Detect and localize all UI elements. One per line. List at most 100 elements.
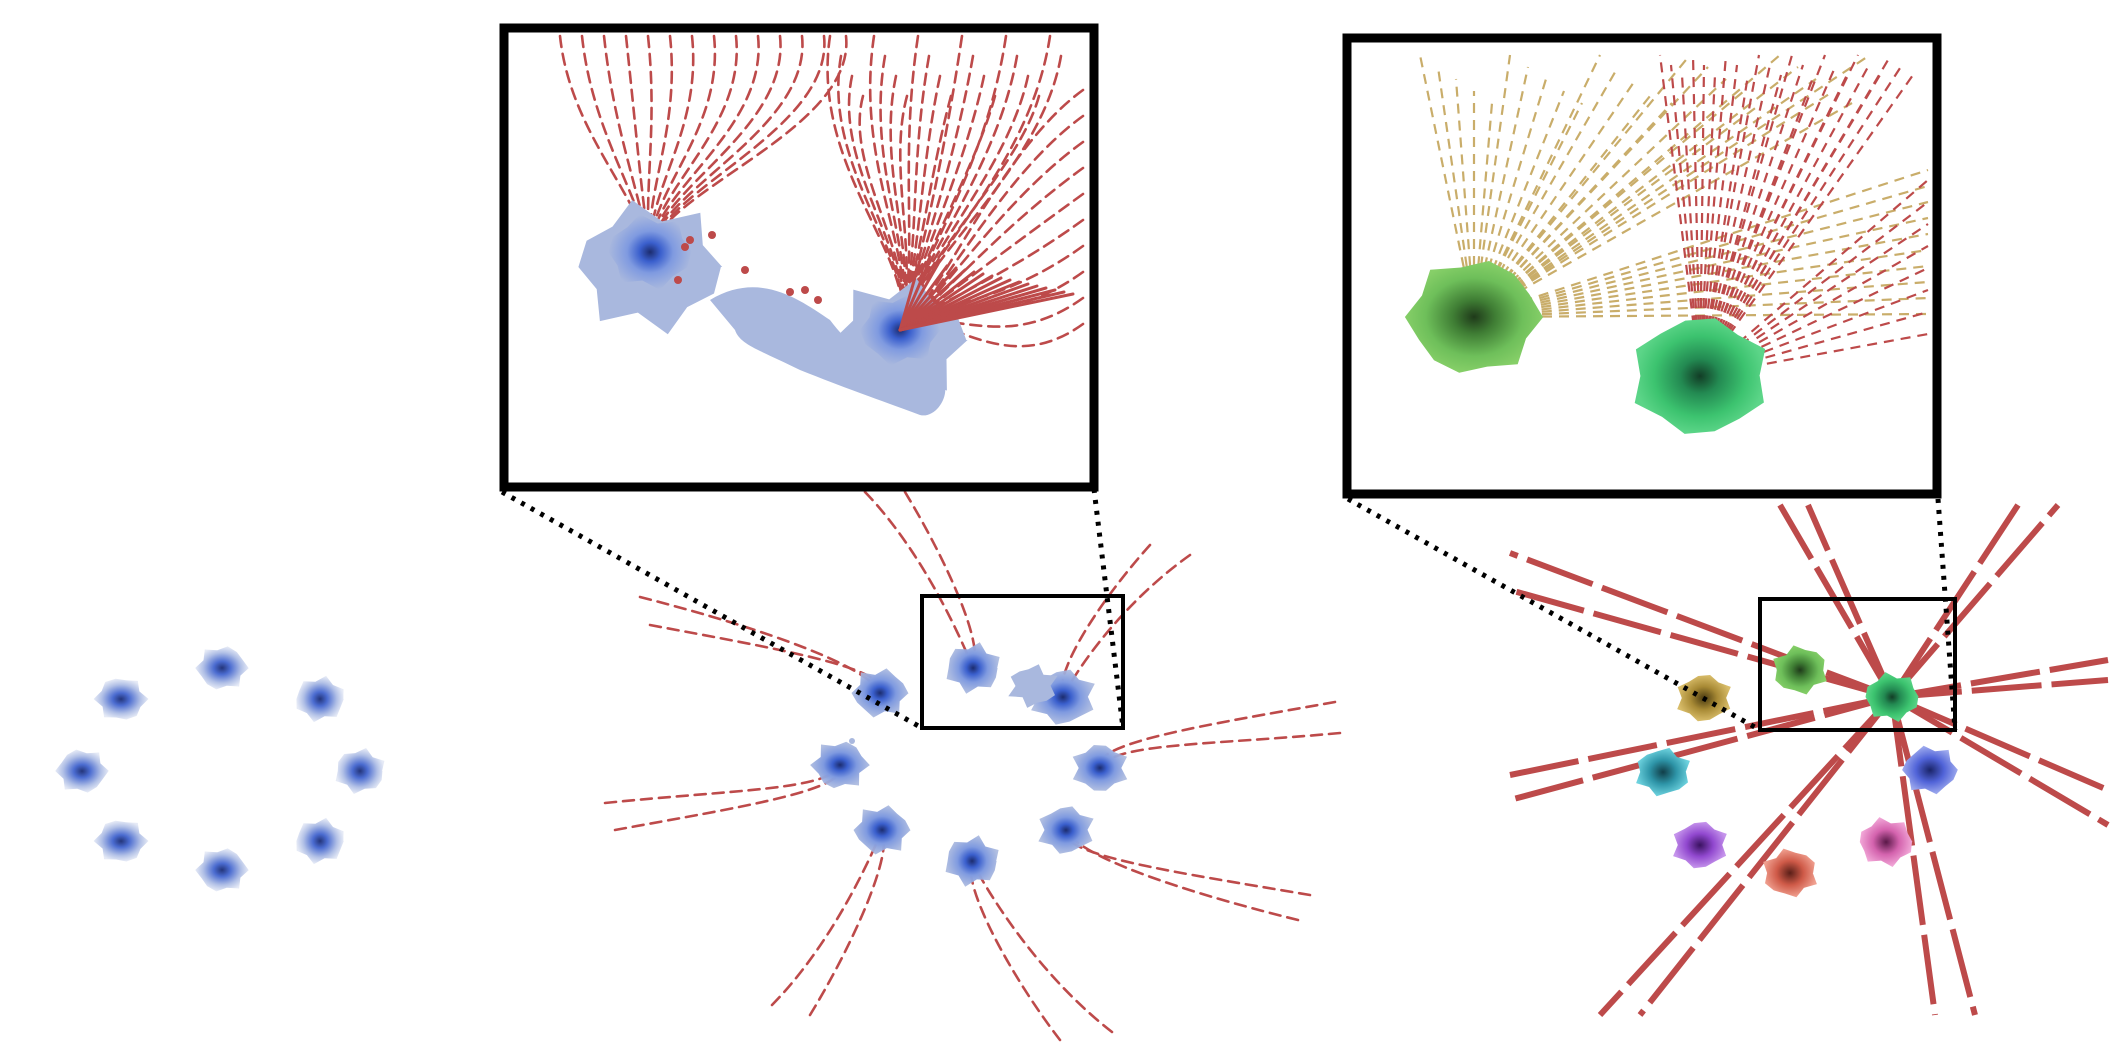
- zoom-connector-left: [500, 489, 924, 731]
- trajectory-endpoint: [801, 286, 809, 294]
- flow-trajectory: [648, 34, 804, 254]
- mode-density: [296, 817, 344, 865]
- trajectory-endpoint: [686, 236, 694, 244]
- straight-ray: [1889, 696, 1938, 1016]
- straight-ray: [1473, 216, 1929, 319]
- straight-ray: [1473, 54, 1601, 318]
- straight-ray: [1473, 264, 1929, 319]
- flow-trajectory: [858, 94, 905, 332]
- mode-density-green: [1634, 318, 1766, 434]
- flow-trajectory: [898, 34, 1052, 332]
- trajectory-endpoint: [708, 231, 716, 239]
- straight-ray: [1509, 694, 1893, 803]
- mode-density: [851, 668, 909, 718]
- mode-density-teal: [1636, 747, 1690, 797]
- flow-trajectory: [863, 490, 975, 670]
- straight-ray: [1637, 695, 1895, 1017]
- straight-ray: [1473, 66, 1619, 318]
- straight-ray: [1473, 232, 1929, 319]
- flow-trajectory: [898, 54, 931, 332]
- straight-ray: [1699, 223, 1929, 377]
- straight-ray: [1889, 503, 2061, 699]
- mode-density: [946, 642, 1000, 694]
- mode-density-salmon: [1763, 848, 1817, 898]
- flow-trajectory: [603, 763, 842, 805]
- straight-ray: [1891, 657, 2109, 700]
- zoom-connector-left: [1346, 496, 1762, 733]
- flow-trajectory: [646, 34, 653, 254]
- straight-density-group: [1636, 645, 1958, 898]
- straight-ray: [1473, 90, 1655, 318]
- flow-density-group: [810, 642, 1128, 887]
- straight-ray: [1418, 54, 1476, 318]
- flow-trajectory: [970, 859, 1114, 1034]
- mode-density: [1072, 745, 1128, 791]
- straight-ray: [1473, 90, 1835, 318]
- straight-ray: [1699, 54, 1859, 377]
- straight-ray: [1699, 64, 1903, 377]
- flow-trajectory-end: [898, 292, 1075, 332]
- mode-density: [1038, 806, 1094, 854]
- flow-trajectory: [898, 34, 1008, 332]
- straight-ray: [1699, 201, 1929, 377]
- straight-ray: [1473, 66, 1799, 318]
- straight-ray: [1509, 694, 1893, 778]
- trajectory-endpoint: [681, 243, 689, 251]
- flow-trajectory: [898, 94, 953, 332]
- mode-density: [195, 848, 249, 892]
- flow-trajectory: [969, 859, 1062, 1042]
- mode-density: [195, 646, 249, 690]
- mode-density: [810, 741, 870, 789]
- panel-straight-trajectories: [1342, 33, 2110, 1018]
- mode-density: [335, 748, 385, 794]
- zoom-inset-content: [1404, 54, 1929, 434]
- zoom-region-box: [1758, 597, 1957, 732]
- trajectory-endpoint: [674, 276, 682, 284]
- stray-sample: [849, 738, 855, 744]
- mode-density: [945, 835, 999, 887]
- mode-density-green: [1404, 261, 1544, 373]
- trajectory-endpoint: [814, 296, 822, 304]
- flow-trajectory: [1098, 731, 1342, 770]
- flow-trajectory: [898, 74, 942, 332]
- flow-trajectory: [1061, 553, 1192, 699]
- flow-trajectory: [638, 595, 882, 695]
- flow-trajectory: [898, 34, 920, 332]
- flow-trajectory: [648, 34, 739, 254]
- panel-flow-trajectories: [499, 23, 1342, 1042]
- mode-density: [853, 805, 911, 855]
- mode-density-green: [1773, 645, 1827, 695]
- mode-density-green: [1865, 672, 1919, 722]
- flow-trajectory: [558, 34, 652, 254]
- mode-density-bridge: [1008, 664, 1058, 708]
- straight-ray: [1699, 74, 1914, 377]
- flow-trajectory: [648, 623, 883, 695]
- zoom-inset-frame: [1342, 33, 1942, 499]
- flow-trajectory: [613, 763, 843, 832]
- mode-density: [608, 214, 692, 290]
- mode-density: [93, 678, 149, 720]
- straight-ray: [1473, 102, 1853, 318]
- mode-density: [296, 675, 344, 723]
- straight-ray: [1699, 54, 1892, 377]
- zoom-connector-right: [1091, 488, 1126, 729]
- straight-ray: [1509, 587, 1893, 700]
- straight-ray-group: [1508, 503, 2110, 1018]
- flow-trajectory: [903, 490, 977, 670]
- flow-trajectory: [1064, 828, 1312, 897]
- flow-trajectory-group: [603, 490, 1342, 1042]
- straight-ray: [1473, 78, 1637, 318]
- straight-ray: [1473, 168, 1929, 319]
- flow-trajectory: [898, 322, 1085, 348]
- straight-ray: [1890, 694, 2110, 793]
- straight-ray: [1889, 696, 1978, 1016]
- mode-density-indigo: [1902, 745, 1958, 795]
- flow-trajectory-end: [898, 258, 922, 332]
- flow-trajectory: [770, 828, 884, 1007]
- flow-trajectory: [1098, 700, 1337, 770]
- straight-ray: [1890, 694, 2110, 828]
- mode-density: [93, 820, 149, 862]
- trajectory-endpoint: [786, 288, 794, 296]
- flow-trajectory: [879, 54, 906, 332]
